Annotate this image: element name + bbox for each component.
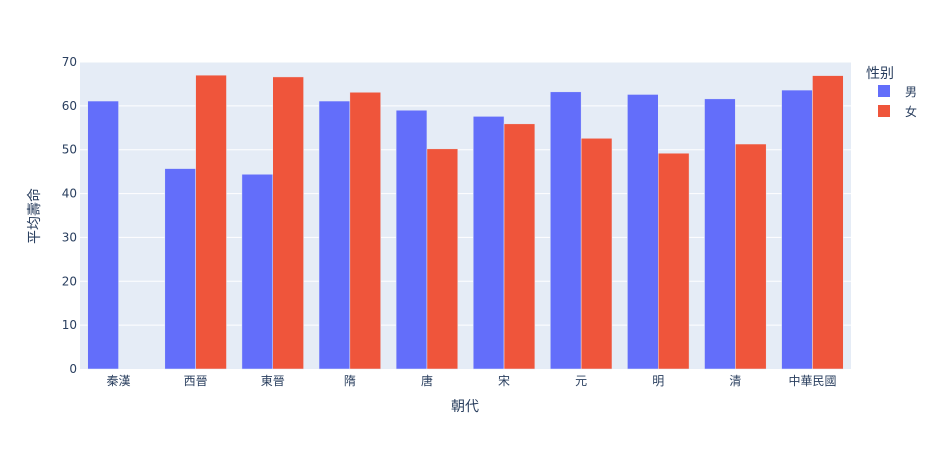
y-axis-title: 平均壽命 bbox=[26, 188, 43, 244]
bar-male[interactable] bbox=[88, 101, 119, 369]
bar-female[interactable] bbox=[581, 138, 612, 369]
y-axis-ticks: 0 10 20 30 40 50 60 70 bbox=[62, 55, 77, 376]
legend: 性别 男 女 bbox=[866, 66, 917, 119]
bar-male[interactable] bbox=[319, 101, 350, 369]
bar-female[interactable] bbox=[273, 77, 304, 369]
x-axis-title: 朝代 bbox=[451, 399, 479, 415]
bar-female[interactable] bbox=[658, 153, 689, 369]
x-tick-label: 秦漢 bbox=[107, 374, 131, 388]
x-tick-label: 明 bbox=[652, 374, 664, 388]
bar-female[interactable] bbox=[427, 149, 458, 369]
legend-label-male: 男 bbox=[905, 85, 917, 99]
bar-female[interactable] bbox=[812, 76, 843, 369]
y-tick-label: 10 bbox=[62, 318, 77, 332]
y-tick-label: 40 bbox=[62, 187, 77, 201]
bar-male[interactable] bbox=[705, 99, 736, 369]
legend-swatch-female bbox=[878, 105, 890, 117]
y-tick-label: 60 bbox=[62, 99, 77, 113]
bar-male[interactable] bbox=[550, 92, 581, 369]
x-axis-ticks: 秦漢 西晉 東晉 隋 唐 宋 元 明 清 中華民國 bbox=[107, 373, 837, 388]
y-tick-label: 30 bbox=[62, 230, 77, 244]
bar-male[interactable] bbox=[627, 94, 658, 369]
bar-female[interactable] bbox=[504, 124, 535, 369]
x-tick-label: 清 bbox=[729, 374, 741, 388]
y-tick-label: 50 bbox=[62, 143, 77, 157]
legend-swatch-male bbox=[878, 85, 890, 97]
legend-item-male[interactable]: 男 bbox=[878, 85, 917, 99]
bar-male[interactable] bbox=[782, 90, 813, 369]
legend-item-female[interactable]: 女 bbox=[878, 104, 917, 119]
bar-male[interactable] bbox=[473, 116, 504, 369]
y-tick-label: 20 bbox=[62, 274, 77, 288]
x-tick-label: 元 bbox=[575, 374, 587, 388]
bar-female[interactable] bbox=[196, 75, 227, 369]
y-tick-label: 70 bbox=[62, 55, 77, 69]
x-tick-label: 宋 bbox=[498, 373, 510, 388]
legend-label-female: 女 bbox=[905, 104, 917, 119]
x-tick-label: 中華民國 bbox=[788, 373, 836, 388]
x-tick-label: 西晉 bbox=[184, 374, 208, 388]
bar-male[interactable] bbox=[242, 174, 273, 369]
bar-female[interactable] bbox=[735, 144, 766, 369]
bar-female[interactable] bbox=[350, 92, 381, 369]
bar-male[interactable] bbox=[396, 110, 427, 369]
x-tick-label: 東晉 bbox=[261, 374, 285, 388]
x-tick-label: 隋 bbox=[344, 374, 356, 388]
x-tick-label: 唐 bbox=[421, 373, 433, 388]
y-tick-label: 0 bbox=[69, 362, 77, 376]
legend-title: 性别 bbox=[866, 66, 894, 82]
bar-male[interactable] bbox=[165, 169, 196, 369]
